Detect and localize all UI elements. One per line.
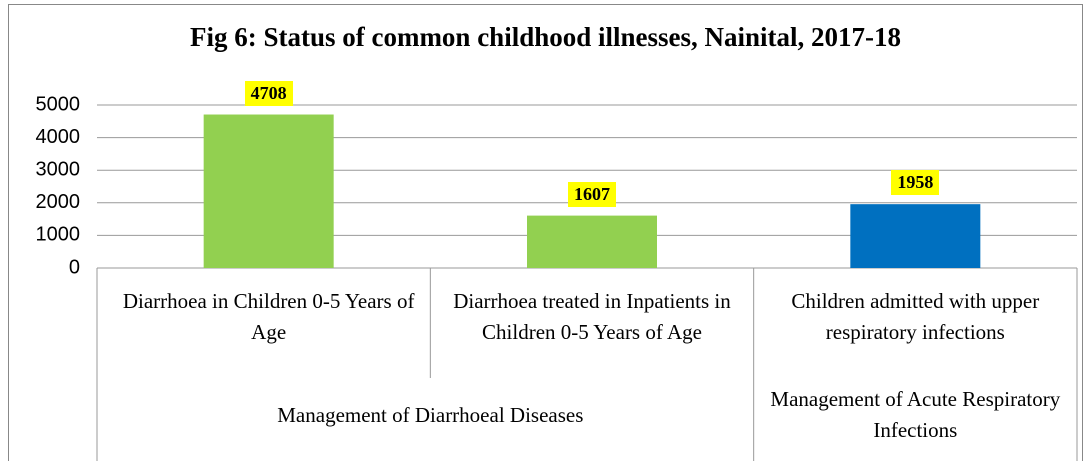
y-tick-label: 3000 — [36, 158, 81, 180]
y-tick-label: 0 — [69, 256, 80, 278]
x-tick-label: Children admitted with upper respiratory… — [791, 289, 1040, 344]
value-label: 1607 — [568, 181, 616, 207]
x-tick-label: Diarrhoea in Children 0-5 Years of Age — [122, 289, 415, 344]
y-tick-label: 5000 — [36, 93, 81, 115]
bar — [203, 114, 334, 269]
group-label: Management of Diarrhoeal Diseases — [277, 402, 584, 427]
y-tick-label: 2000 — [36, 191, 81, 213]
value-label: 1958 — [891, 170, 940, 196]
group-label: Management of Acute Respiratory Infectio… — [770, 387, 1061, 442]
chart-title: Fig 6: Status of common childhood illnes… — [189, 22, 902, 52]
frame — [8, 4, 1083, 461]
bar — [527, 215, 657, 268]
y-tick-label: 4000 — [36, 126, 81, 148]
bar — [850, 204, 981, 268]
value-label: 4708 — [244, 80, 293, 106]
y-tick-label: 1000 — [36, 224, 81, 246]
x-tick-label: Diarrhoea treated in Inpatients in Child… — [453, 289, 731, 344]
